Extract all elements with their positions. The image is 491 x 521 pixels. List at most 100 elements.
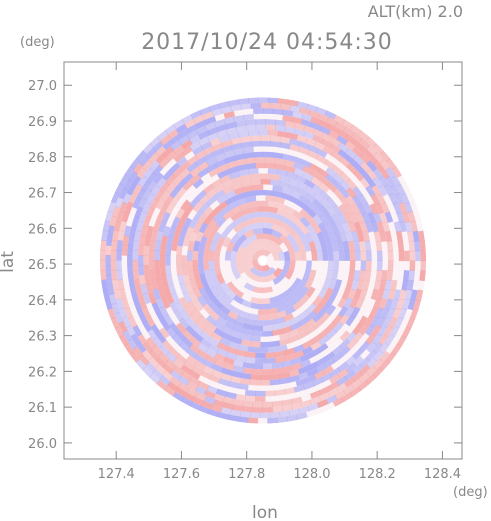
radar-bin bbox=[170, 140, 182, 151]
radar-bin bbox=[299, 352, 312, 363]
radar-bin bbox=[194, 385, 207, 396]
radar-bin bbox=[165, 358, 177, 370]
radar-bin bbox=[230, 376, 242, 384]
radar-bin bbox=[359, 288, 368, 301]
radar-bin bbox=[143, 264, 150, 276]
radar-bin bbox=[339, 314, 350, 326]
radar-bin bbox=[379, 350, 390, 363]
radar-bin bbox=[273, 243, 283, 254]
radar-bin bbox=[148, 349, 160, 361]
radar-bin bbox=[250, 178, 261, 186]
radar-bin bbox=[106, 234, 113, 247]
radar-bin bbox=[146, 336, 157, 349]
radar-bin bbox=[277, 130, 289, 138]
radar-bin bbox=[250, 217, 261, 225]
radar-bin bbox=[152, 140, 164, 152]
y-tick-label: 26.2 bbox=[28, 365, 57, 380]
radar-bin bbox=[379, 159, 391, 171]
radar-bin bbox=[289, 105, 301, 113]
radar-bin bbox=[358, 194, 369, 206]
radar-bin bbox=[165, 202, 176, 215]
radar-bin bbox=[130, 333, 141, 346]
radar-bin bbox=[162, 169, 174, 181]
radar-bin bbox=[138, 211, 148, 223]
radar-bin bbox=[283, 260, 291, 271]
radar-bin bbox=[192, 269, 201, 281]
radar-bin bbox=[378, 175, 389, 188]
radar-bin bbox=[131, 175, 142, 188]
radar-bin bbox=[384, 298, 394, 311]
radar-bin bbox=[231, 241, 242, 253]
radar-bin bbox=[202, 359, 215, 369]
radar-bin bbox=[240, 333, 252, 342]
radar-bin bbox=[114, 196, 124, 209]
radar-bin bbox=[221, 326, 234, 336]
radar-bin bbox=[308, 348, 321, 359]
radar-bin bbox=[404, 250, 410, 262]
radar-bin bbox=[165, 327, 177, 339]
radar-bin bbox=[154, 269, 162, 281]
radar-bin bbox=[197, 264, 205, 276]
radar-bin bbox=[297, 371, 310, 381]
radar-bin bbox=[200, 370, 212, 380]
radar-bin bbox=[373, 160, 385, 172]
radar-bin bbox=[155, 211, 165, 224]
radar-bin bbox=[141, 306, 151, 319]
radar-bin bbox=[99, 249, 106, 261]
radar-bin bbox=[285, 292, 297, 303]
radar-bin bbox=[148, 260, 155, 271]
radar-bin bbox=[243, 243, 253, 254]
radar-bin bbox=[288, 260, 296, 271]
radar-bin bbox=[332, 397, 345, 407]
radar-bin bbox=[284, 211, 296, 222]
radar-bin bbox=[245, 356, 256, 364]
radar-bin bbox=[311, 222, 322, 235]
radar-bin bbox=[413, 298, 422, 311]
radar-bin bbox=[353, 221, 363, 233]
radar-bin bbox=[376, 193, 387, 205]
radar-bin bbox=[292, 285, 304, 297]
radar-bin bbox=[332, 204, 343, 216]
radar-bin bbox=[198, 287, 209, 299]
radar-bin bbox=[331, 352, 344, 363]
radar-bin bbox=[380, 202, 390, 214]
radar-bin bbox=[222, 332, 234, 342]
radar-bin bbox=[113, 220, 122, 232]
radar-bin bbox=[382, 288, 391, 301]
radar-bin bbox=[306, 361, 319, 371]
radar-bin bbox=[132, 259, 139, 271]
radar-bin bbox=[206, 195, 218, 206]
radar-bin bbox=[236, 314, 248, 324]
radar-bin bbox=[351, 363, 364, 375]
radar-bin bbox=[228, 99, 240, 107]
radar-bin bbox=[286, 218, 297, 230]
radar-bin bbox=[372, 167, 384, 180]
radar-bin bbox=[197, 213, 208, 226]
radar-bin bbox=[379, 150, 391, 163]
radar-bin bbox=[318, 335, 330, 346]
radar-bin bbox=[338, 156, 351, 168]
radar-bin bbox=[218, 134, 231, 143]
radar-bin bbox=[171, 240, 179, 252]
radar-bin bbox=[278, 338, 290, 346]
radar-bin bbox=[344, 250, 350, 261]
radar-bin bbox=[210, 223, 221, 235]
radar-bin bbox=[177, 274, 185, 286]
radar-bin bbox=[262, 406, 273, 413]
radar-bin bbox=[299, 216, 311, 228]
radar-bin bbox=[326, 117, 339, 127]
radar-bin bbox=[352, 348, 364, 360]
radar-bin bbox=[189, 140, 202, 151]
radar-bin bbox=[192, 260, 199, 271]
radar-bin bbox=[393, 221, 402, 233]
radar-bin bbox=[296, 134, 308, 143]
radar-bin bbox=[354, 250, 361, 261]
radar-bin bbox=[357, 203, 367, 215]
radar-bin bbox=[287, 334, 300, 344]
radar-bin bbox=[194, 360, 206, 371]
radar-bin bbox=[305, 223, 316, 235]
radar-bin bbox=[353, 288, 362, 300]
radar-bin bbox=[303, 125, 315, 134]
radar-bin bbox=[227, 414, 239, 422]
radar-bin bbox=[172, 174, 184, 186]
